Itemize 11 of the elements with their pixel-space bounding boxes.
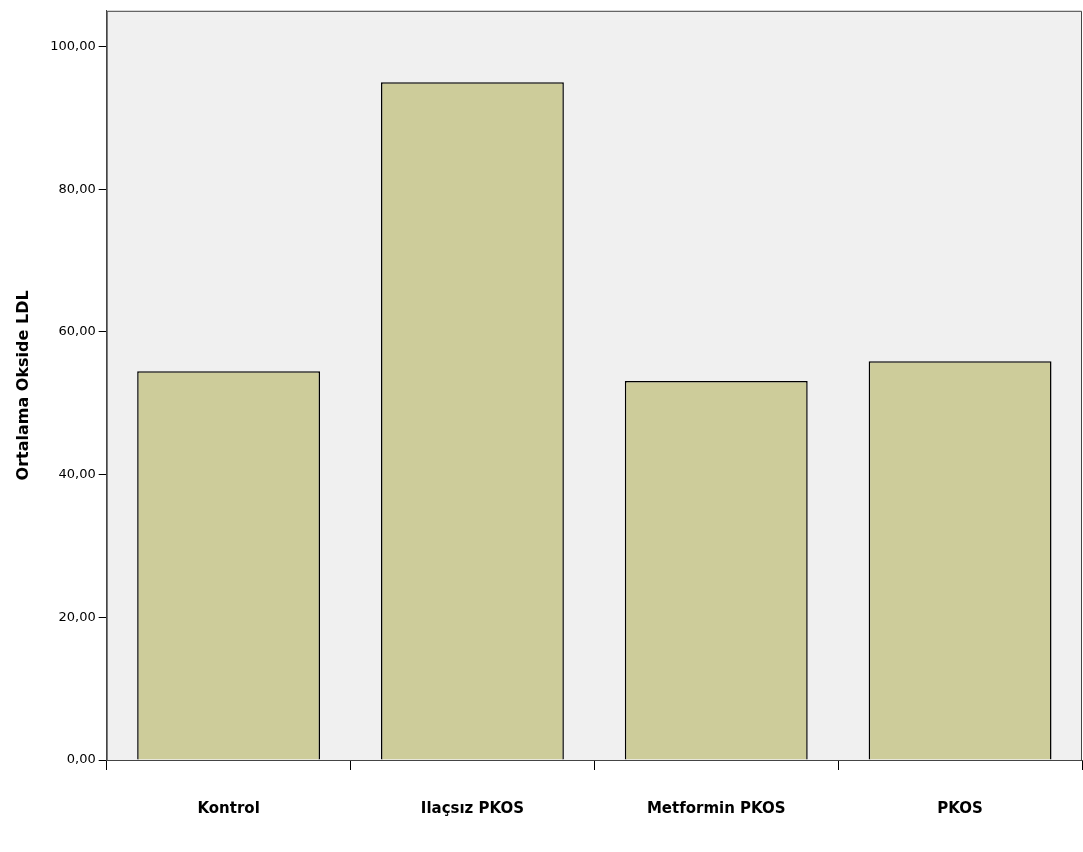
- x-tick-label: Metformin PKOS: [646, 798, 786, 817]
- y-tick-label: 100,00: [50, 37, 96, 53]
- x-tick-label: PKOS: [937, 798, 983, 817]
- y-tick-label: 20,00: [58, 608, 96, 624]
- y-tick-label: 40,00: [58, 465, 96, 481]
- x-tick-label: Kontrol: [197, 798, 260, 817]
- y-tick-label: 0,00: [66, 751, 96, 767]
- y-axis-title: Ortalama Okside LDL: [12, 290, 32, 481]
- y-tick-label: 80,00: [58, 180, 96, 196]
- x-tick-label: Ilaçsız PKOS: [420, 798, 525, 817]
- y-tick-label: 60,00: [58, 323, 96, 339]
